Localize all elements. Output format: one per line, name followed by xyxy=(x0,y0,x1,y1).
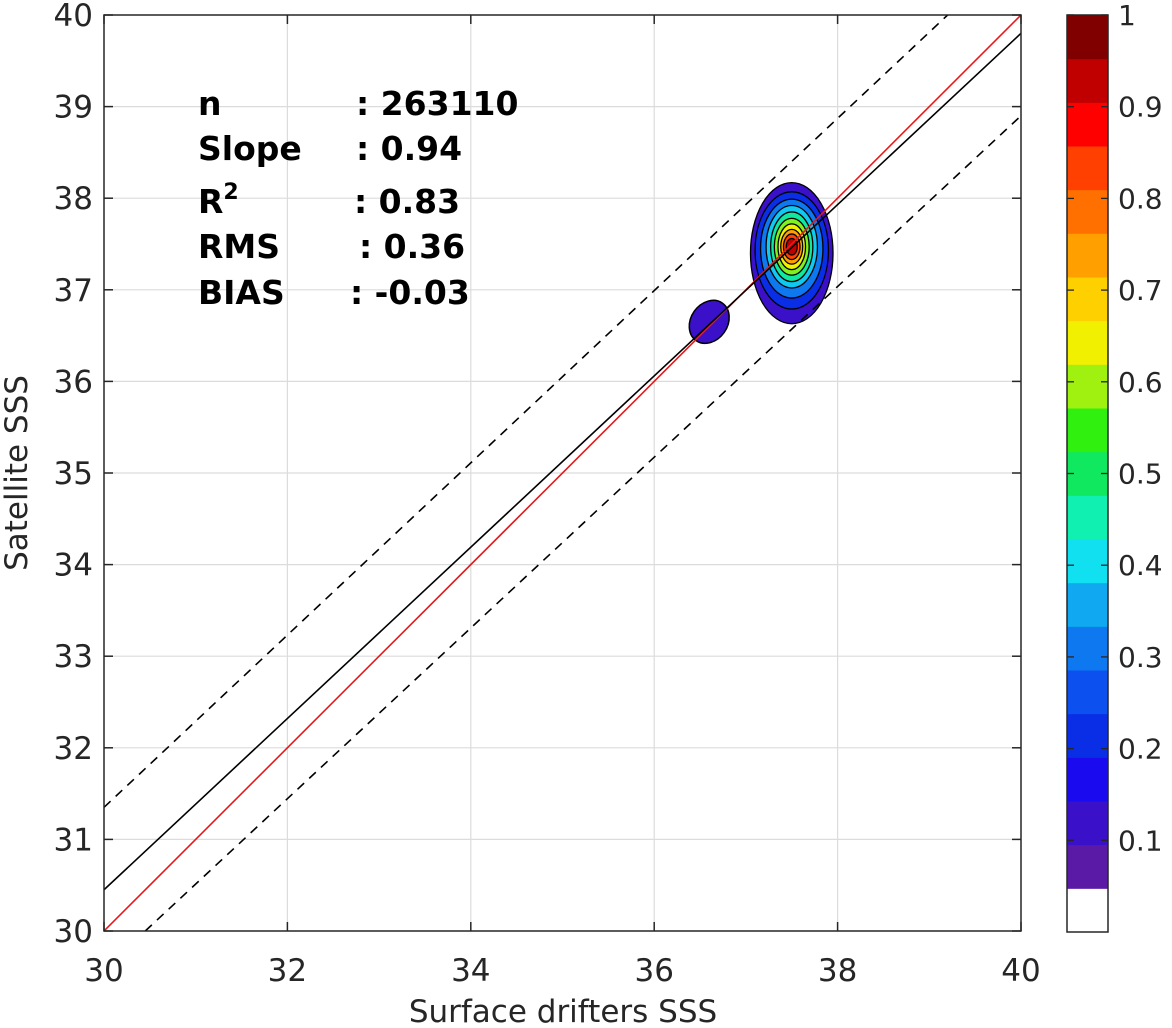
x-tick-label: 30 xyxy=(84,953,123,989)
axes: 30 32 34 36 38 40 30 31 32 33 34 35 36 37 38 39 40 xyxy=(54,0,1041,989)
colorbar-segment xyxy=(1067,713,1108,758)
colorbar-segment xyxy=(1067,320,1108,365)
colorbar-tick-label: 0.8 xyxy=(1118,182,1163,215)
colorbar-segment xyxy=(1067,58,1108,103)
colorbar-segment xyxy=(1067,757,1108,802)
one-to-one-line xyxy=(104,15,1021,931)
reference-lines xyxy=(104,15,1021,931)
y-tick-label: 34 xyxy=(54,548,93,584)
stat-label: RMS xyxy=(198,227,280,266)
density-contours xyxy=(688,181,834,345)
colorbar-tick-label: 0.6 xyxy=(1118,366,1163,399)
colorbar-segment xyxy=(1067,277,1108,322)
stat-value: : 263110 xyxy=(356,84,518,123)
colorbar-segment xyxy=(1067,233,1108,278)
stat-value: : 0.83 xyxy=(354,182,460,221)
y-tick-label: 38 xyxy=(54,181,93,217)
y-tick-label: 35 xyxy=(54,456,93,492)
colorbar-segment xyxy=(1067,888,1108,933)
colorbar-segment xyxy=(1067,626,1108,671)
lower-bound-line xyxy=(144,115,1021,931)
x-tick-label: 34 xyxy=(451,953,490,989)
x-tick-label: 36 xyxy=(634,953,673,989)
colorbar: 0.1 0.2 0.3 0.4 0.5 0.6 0.7 0.8 0.9 1 xyxy=(1066,0,1163,933)
grid-lines xyxy=(104,15,1021,931)
colorbar-segment xyxy=(1067,146,1108,191)
colorbar-segment xyxy=(1067,582,1108,627)
x-tick-label: 40 xyxy=(1001,953,1040,989)
x-tick-label: 38 xyxy=(818,953,857,989)
colorbar-segment xyxy=(1067,15,1108,60)
y-tick-label: 31 xyxy=(54,822,93,858)
upper-bound-line xyxy=(104,15,949,808)
colorbar-segment xyxy=(1067,189,1108,234)
stat-value: : 0.36 xyxy=(359,227,465,266)
colorbar-tick-label: 1 xyxy=(1118,0,1136,32)
stat-label: Slope xyxy=(198,129,302,168)
colorbar-segment xyxy=(1067,539,1108,584)
colorbar-tick-label: 0.9 xyxy=(1118,91,1163,124)
colorbar-tick-label: 0.2 xyxy=(1118,733,1163,766)
y-tick-label: 30 xyxy=(54,914,93,950)
stat-label: n xyxy=(198,84,222,123)
colorbar-segment xyxy=(1067,801,1108,846)
colorbar-segment xyxy=(1067,102,1108,147)
y-tick-label: 33 xyxy=(54,639,93,675)
colorbar-tick-label: 0.1 xyxy=(1118,824,1163,857)
y-tick-label: 40 xyxy=(54,0,93,34)
stat-value: : -0.03 xyxy=(350,273,470,312)
colorbar-segment xyxy=(1067,844,1108,889)
colorbar-segment xyxy=(1067,495,1108,540)
x-tick-label: 32 xyxy=(268,953,307,989)
colorbar-tick-label: 0.7 xyxy=(1118,274,1163,307)
stat-value: : 0.94 xyxy=(356,129,462,168)
fit-line xyxy=(104,32,1021,891)
colorbar-tick-label: 0.4 xyxy=(1118,549,1163,582)
colorbar-segment xyxy=(1067,408,1108,453)
stat-label: BIAS xyxy=(198,273,285,312)
y-tick-label: 36 xyxy=(54,364,93,400)
y-tick-label: 32 xyxy=(54,731,93,767)
colorbar-segment xyxy=(1067,364,1108,409)
colorbar-segment xyxy=(1067,670,1108,715)
colorbar-tick-label: 0.5 xyxy=(1118,458,1163,491)
y-axis-label: Satellite SSS xyxy=(0,375,35,571)
x-axis-label: Surface drifters SSS xyxy=(409,994,717,1028)
y-tick-label: 39 xyxy=(54,90,93,126)
colorbar-tick-label: 0.3 xyxy=(1118,641,1163,674)
y-tick-label: 37 xyxy=(54,273,93,309)
